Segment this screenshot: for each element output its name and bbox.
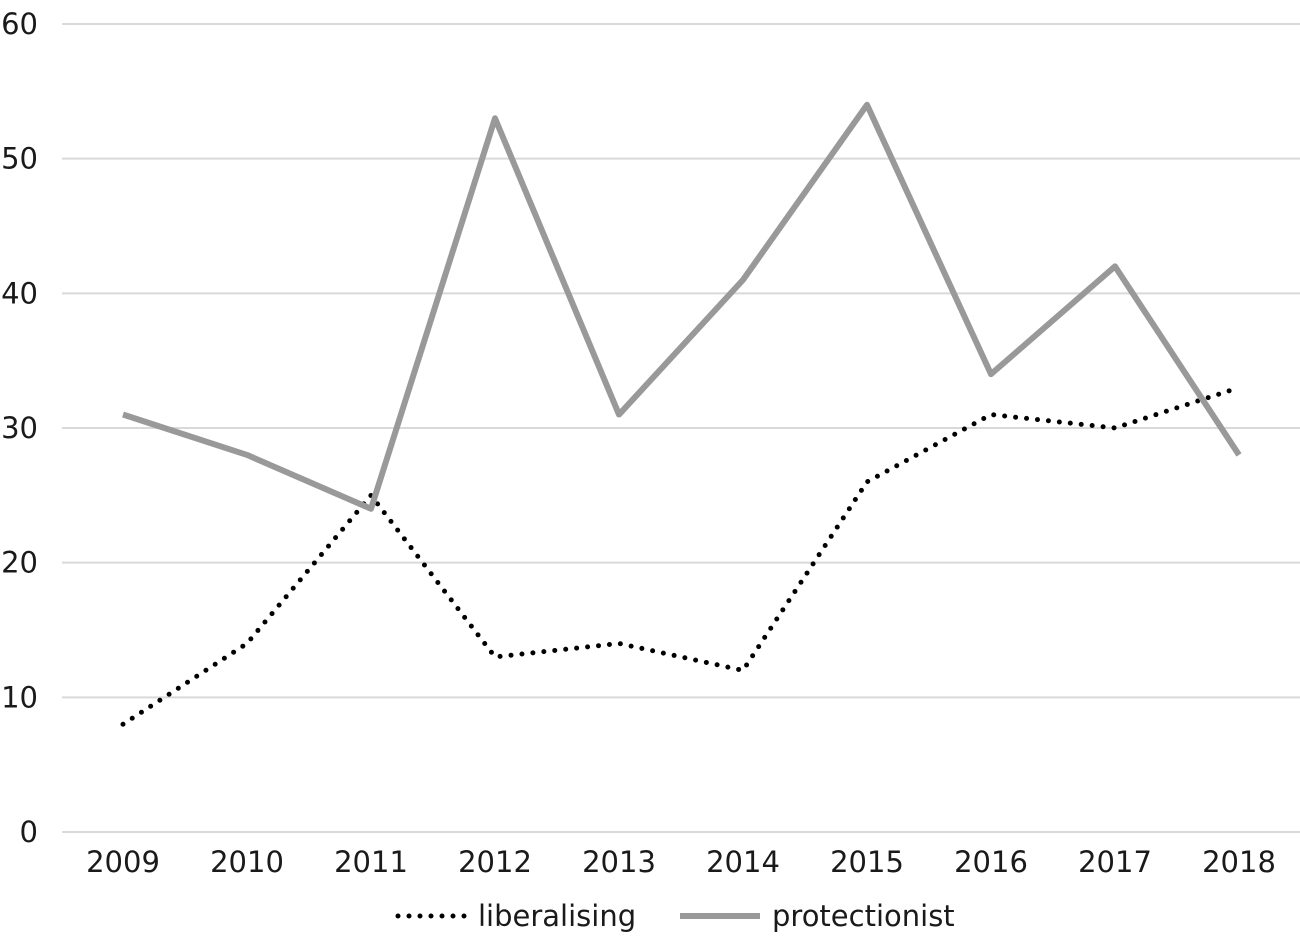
x-tick-label: 2015 <box>830 845 904 879</box>
x-tick-label: 2012 <box>458 845 532 879</box>
x-axis-tick-labels: 2009 2010 2011 2012 2013 2014 2015 2016 2017 2018 <box>86 845 1276 879</box>
x-tick-label: 2013 <box>582 845 656 879</box>
y-tick-label: 10 <box>1 680 38 714</box>
series-lines <box>120 101 1242 727</box>
y-tick-label: 20 <box>1 546 38 580</box>
y-tick-label: 60 <box>1 7 38 41</box>
y-tick-label: 30 <box>1 411 38 445</box>
x-tick-label: 2014 <box>706 845 780 879</box>
legend: liberalising protectionist <box>395 899 955 933</box>
series-line-protectionist <box>122 101 1242 512</box>
x-tick-label: 2010 <box>210 845 284 879</box>
x-tick-label: 2009 <box>86 845 160 879</box>
y-tick-label: 50 <box>1 142 38 176</box>
x-tick-label: 2016 <box>954 845 1028 879</box>
series-line-liberalising <box>120 385 1242 727</box>
legend-label-protectionist: protectionist <box>772 899 955 933</box>
y-axis-tick-labels: 0 10 20 30 40 50 60 <box>1 7 38 849</box>
x-tick-label: 2017 <box>1078 845 1152 879</box>
x-tick-label: 2018 <box>1202 845 1276 879</box>
legend-label-liberalising: liberalising <box>478 899 636 933</box>
y-tick-label: 40 <box>1 276 38 310</box>
x-tick-label: 2011 <box>334 845 408 879</box>
gridlines <box>62 23 1300 833</box>
y-tick-label: 0 <box>20 815 38 849</box>
